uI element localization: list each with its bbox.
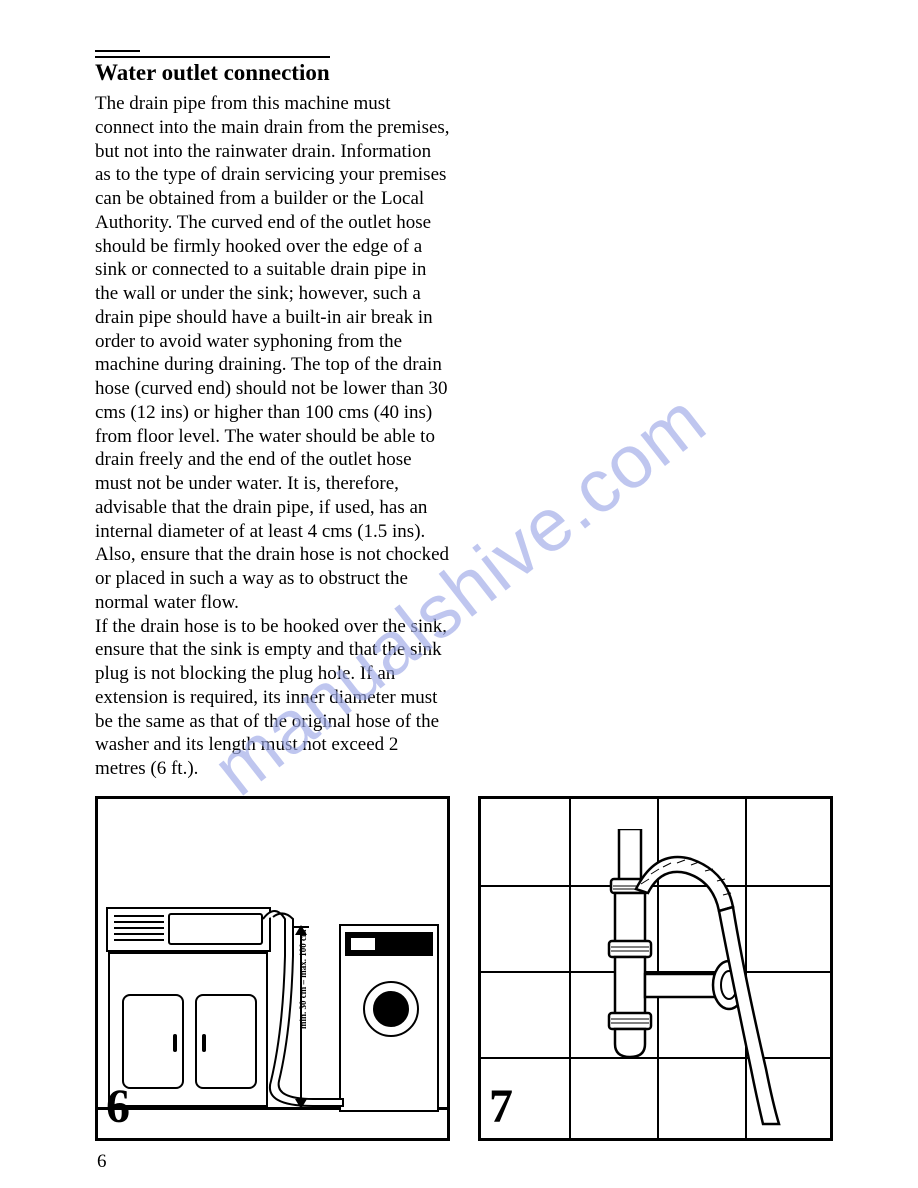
handle-icon xyxy=(202,1034,206,1052)
page-number: 6 xyxy=(97,1151,863,1173)
sink-drainer xyxy=(114,915,164,945)
figure-6: min. 30 cm – max. 100 cm 6 xyxy=(95,796,450,1141)
cabinet-door-right xyxy=(195,994,257,1089)
figures-row: min. 30 cm – max. 100 cm 6 xyxy=(95,796,863,1141)
handle-icon xyxy=(173,1034,177,1052)
washer-door xyxy=(363,981,419,1037)
dimension-label: min. 30 cm – max. 100 cm xyxy=(298,929,308,1028)
sink-worktop xyxy=(106,907,271,952)
washer-control-panel xyxy=(345,932,433,956)
dimension-tick xyxy=(293,1107,309,1109)
figure-number: 7 xyxy=(489,1079,513,1134)
sink-basin xyxy=(168,913,263,945)
figure-7: 7 xyxy=(478,796,833,1141)
sink-cabinet xyxy=(106,907,271,1107)
section-heading: Water outlet connection xyxy=(95,56,330,86)
cabinet-body xyxy=(108,952,268,1107)
figure-number: 6 xyxy=(106,1079,130,1134)
drain-trap-assembly xyxy=(581,829,761,1119)
body-text: The drain pipe from this machine must co… xyxy=(95,92,450,781)
cabinet-door-left xyxy=(122,994,184,1089)
heading-rule xyxy=(95,50,140,52)
